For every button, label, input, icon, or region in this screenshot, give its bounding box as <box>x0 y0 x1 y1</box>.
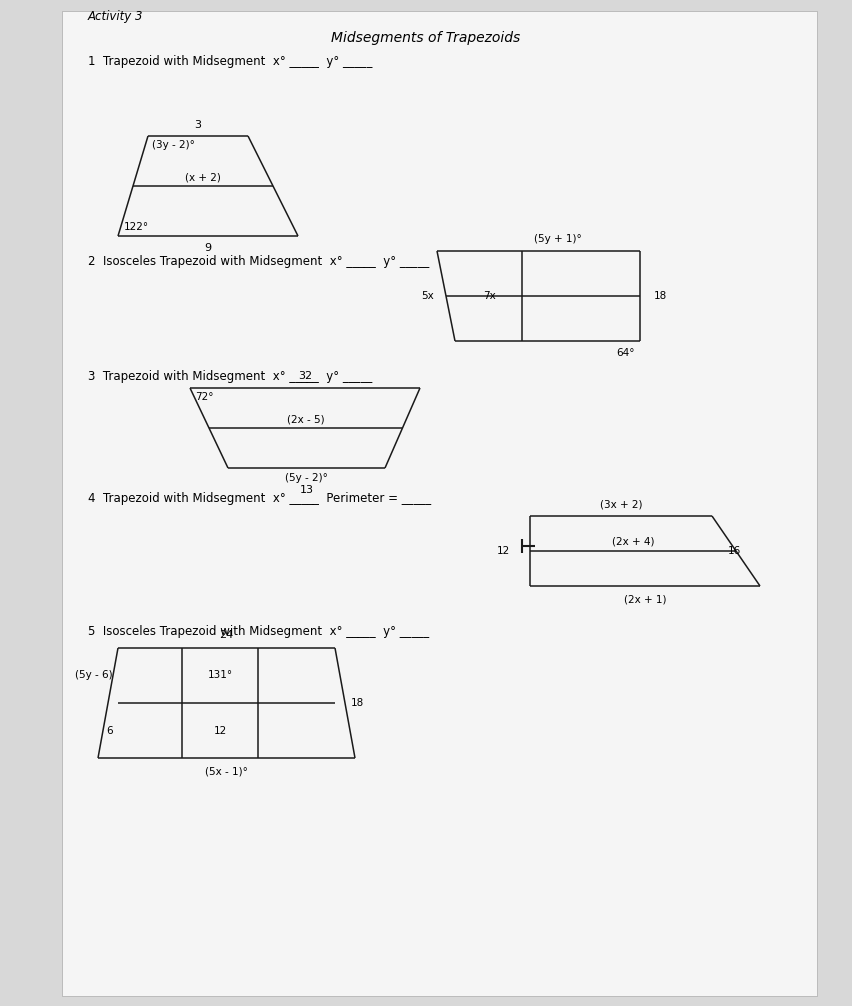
Text: (5y + 1)°: (5y + 1)° <box>533 234 581 244</box>
Text: (5y - 6): (5y - 6) <box>75 671 112 680</box>
Bar <box>62 11 816 996</box>
Text: 13: 13 <box>299 485 314 495</box>
Text: Activity 3: Activity 3 <box>88 9 143 22</box>
Text: (3y - 2)°: (3y - 2)° <box>152 140 194 150</box>
Text: 18: 18 <box>350 698 364 708</box>
Text: 5  Isosceles Trapezoid with Midsegment  x° _____  y° _____: 5 Isosceles Trapezoid with Midsegment x°… <box>88 625 429 638</box>
Text: 2  Isosceles Trapezoid with Midsegment  x° _____  y° _____: 2 Isosceles Trapezoid with Midsegment x°… <box>88 255 429 268</box>
Text: (2x - 5): (2x - 5) <box>286 414 324 424</box>
Text: (2x + 4): (2x + 4) <box>611 536 653 546</box>
Text: (5x - 1)°: (5x - 1)° <box>204 766 248 776</box>
Text: 9: 9 <box>204 243 211 253</box>
Text: 72°: 72° <box>195 392 213 402</box>
Text: 12: 12 <box>213 725 227 735</box>
Text: 7x: 7x <box>482 291 495 301</box>
Text: (2x + 1): (2x + 1) <box>623 594 665 604</box>
Text: 3  Trapezoid with Midsegment  x° _____  y° _____: 3 Trapezoid with Midsegment x° _____ y° … <box>88 369 371 382</box>
Text: 18: 18 <box>653 291 666 301</box>
Text: 16: 16 <box>727 546 740 556</box>
Text: (3x + 2): (3x + 2) <box>599 499 642 509</box>
Text: 3: 3 <box>194 120 201 130</box>
Text: 12: 12 <box>496 546 509 556</box>
Text: 32: 32 <box>297 371 312 381</box>
Text: 6: 6 <box>106 725 112 735</box>
Text: 4  Trapezoid with Midsegment  x° _____  Perimeter = _____: 4 Trapezoid with Midsegment x° _____ Per… <box>88 492 430 504</box>
Text: 5x: 5x <box>421 291 434 301</box>
Text: (5y - 2)°: (5y - 2)° <box>285 473 327 483</box>
Text: 64°: 64° <box>616 348 634 358</box>
Text: Midsegments of Trapezoids: Midsegments of Trapezoids <box>331 31 520 45</box>
Text: 1  Trapezoid with Midsegment  x° _____  y° _____: 1 Trapezoid with Midsegment x° _____ y° … <box>88 54 372 67</box>
Text: 24: 24 <box>219 630 233 640</box>
Text: 122°: 122° <box>124 222 149 232</box>
Text: (x + 2): (x + 2) <box>185 172 221 182</box>
Text: 131°: 131° <box>207 671 233 680</box>
